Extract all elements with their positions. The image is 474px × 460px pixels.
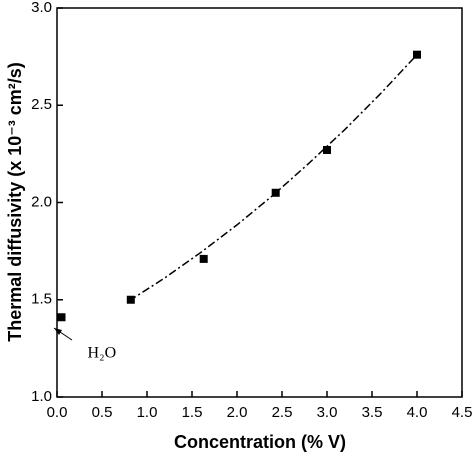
fit-curve bbox=[128, 54, 418, 302]
x-tick-label: 3.5 bbox=[362, 404, 383, 421]
y-tick-label: 2.5 bbox=[31, 96, 52, 113]
x-tick-label: 1.0 bbox=[137, 404, 158, 421]
x-tick-label: 3.0 bbox=[317, 404, 338, 421]
x-tick-label: 0.0 bbox=[47, 404, 68, 421]
x-tick-label: 1.5 bbox=[182, 404, 203, 421]
y-tick-label: 2.0 bbox=[31, 193, 52, 210]
y-tick-label: 3.0 bbox=[31, 0, 52, 16]
data-point bbox=[57, 313, 66, 322]
annotation-arrowhead bbox=[54, 328, 62, 335]
data-point bbox=[323, 145, 331, 154]
data-point bbox=[271, 188, 280, 197]
x-tick-label: 2.5 bbox=[272, 404, 293, 421]
data-point bbox=[126, 295, 135, 304]
data-point bbox=[199, 254, 208, 263]
plot-frame bbox=[56, 7, 463, 398]
data-point bbox=[413, 50, 421, 59]
x-tick-label: 2.0 bbox=[227, 404, 248, 421]
y-tick-label: 1.0 bbox=[31, 388, 52, 405]
x-tick-label: 4.0 bbox=[407, 404, 428, 421]
x-tick-label: 4.5 bbox=[452, 404, 473, 421]
annotation: H₂O bbox=[88, 345, 117, 362]
x-tick-label: 0.5 bbox=[92, 404, 113, 421]
y-tick-label: 1.5 bbox=[31, 291, 52, 308]
y-axis-title: Thermal diffusivity (x 10⁻³ cm²/s) bbox=[5, 62, 25, 342]
x-axis-title: Concentration (% V) bbox=[174, 432, 346, 452]
